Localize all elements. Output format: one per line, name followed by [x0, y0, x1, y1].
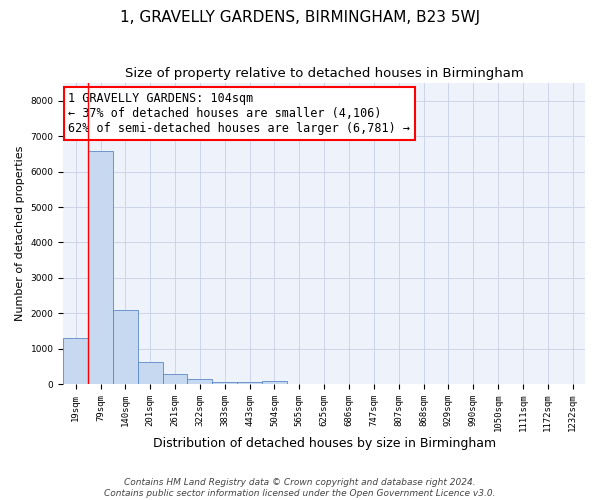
Bar	[187, 380, 212, 384]
Bar	[212, 382, 237, 384]
Y-axis label: Number of detached properties: Number of detached properties	[15, 146, 25, 322]
Bar	[237, 382, 262, 384]
Bar	[262, 380, 287, 384]
Bar	[63, 338, 88, 384]
Title: Size of property relative to detached houses in Birmingham: Size of property relative to detached ho…	[125, 68, 524, 80]
X-axis label: Distribution of detached houses by size in Birmingham: Distribution of detached houses by size …	[152, 437, 496, 450]
Bar	[138, 362, 163, 384]
Bar	[113, 310, 138, 384]
Bar	[88, 151, 113, 384]
Bar	[163, 374, 187, 384]
Text: 1, GRAVELLY GARDENS, BIRMINGHAM, B23 5WJ: 1, GRAVELLY GARDENS, BIRMINGHAM, B23 5WJ	[120, 10, 480, 25]
Text: 1 GRAVELLY GARDENS: 104sqm
← 37% of detached houses are smaller (4,106)
62% of s: 1 GRAVELLY GARDENS: 104sqm ← 37% of deta…	[68, 92, 410, 135]
Text: Contains HM Land Registry data © Crown copyright and database right 2024.
Contai: Contains HM Land Registry data © Crown c…	[104, 478, 496, 498]
